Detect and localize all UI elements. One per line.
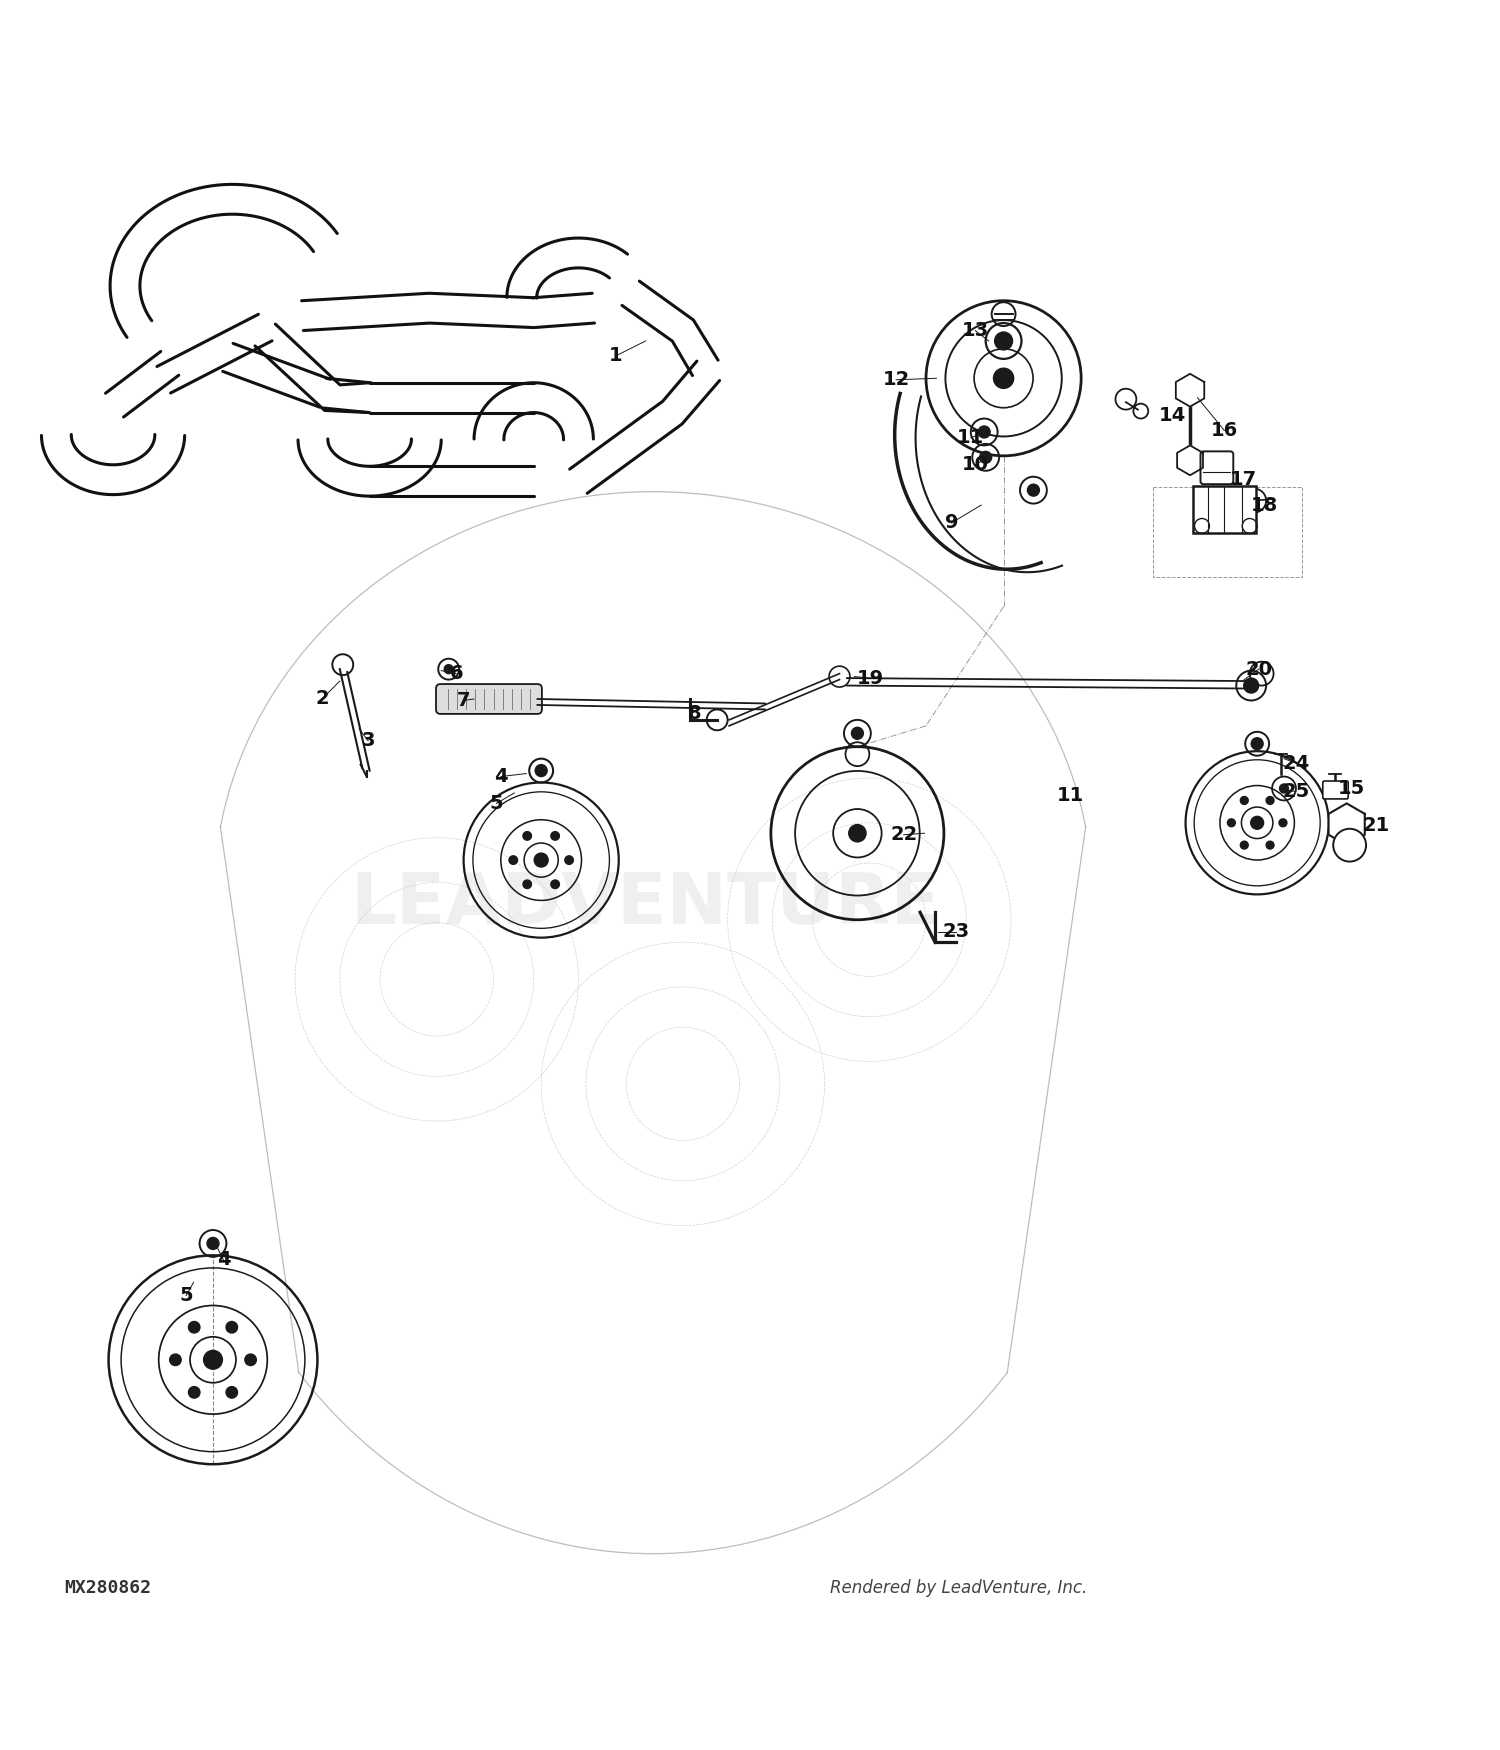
Polygon shape [1329, 803, 1365, 845]
Text: 4: 4 [494, 766, 507, 786]
Circle shape [1240, 796, 1248, 805]
Text: 18: 18 [1251, 495, 1278, 514]
Circle shape [536, 765, 548, 777]
Text: 16: 16 [1210, 422, 1237, 439]
Text: 13: 13 [962, 320, 988, 340]
Circle shape [226, 1386, 237, 1398]
Circle shape [534, 852, 548, 866]
Text: 25: 25 [1282, 782, 1310, 802]
FancyBboxPatch shape [1200, 452, 1233, 485]
Circle shape [524, 831, 531, 840]
Text: LEADVENTURE: LEADVENTURE [351, 870, 940, 940]
Text: 1: 1 [609, 346, 622, 366]
Circle shape [1244, 677, 1258, 693]
Circle shape [1251, 816, 1263, 829]
Circle shape [1266, 842, 1274, 849]
Circle shape [566, 856, 573, 864]
Circle shape [1251, 738, 1263, 749]
Text: 5: 5 [180, 1286, 194, 1306]
Circle shape [189, 1321, 200, 1334]
Circle shape [444, 665, 453, 674]
Text: 9: 9 [945, 513, 958, 532]
Circle shape [980, 452, 992, 464]
Text: Rendered by LeadVenture, Inc.: Rendered by LeadVenture, Inc. [830, 1578, 1088, 1598]
Circle shape [524, 880, 531, 889]
Text: 24: 24 [1282, 754, 1310, 774]
Text: 23: 23 [942, 922, 969, 942]
Text: 2: 2 [315, 690, 328, 709]
Text: 11: 11 [957, 429, 984, 448]
Text: 22: 22 [890, 826, 918, 844]
Text: 20: 20 [1245, 660, 1272, 679]
Circle shape [849, 824, 865, 842]
Circle shape [170, 1354, 182, 1365]
Circle shape [1280, 784, 1288, 793]
Circle shape [852, 728, 864, 738]
Text: 14: 14 [1158, 406, 1186, 425]
Text: 12: 12 [882, 371, 910, 388]
Text: MX280862: MX280862 [64, 1578, 152, 1598]
Circle shape [1028, 485, 1039, 495]
Circle shape [1266, 796, 1274, 805]
Text: 4: 4 [216, 1250, 231, 1269]
Circle shape [993, 368, 1014, 388]
Circle shape [244, 1354, 256, 1365]
Circle shape [207, 1237, 219, 1250]
Text: 8: 8 [688, 705, 702, 723]
Text: 5: 5 [489, 794, 502, 814]
Polygon shape [1178, 446, 1203, 476]
Circle shape [226, 1321, 237, 1334]
Circle shape [1334, 830, 1366, 861]
Circle shape [509, 856, 518, 864]
Circle shape [1227, 819, 1236, 826]
Text: 3: 3 [362, 732, 375, 751]
Text: 6: 6 [450, 663, 464, 682]
Circle shape [1280, 819, 1287, 826]
Text: 11: 11 [1058, 786, 1084, 805]
Circle shape [189, 1386, 200, 1398]
Text: 15: 15 [1338, 779, 1365, 798]
FancyBboxPatch shape [436, 684, 542, 714]
Text: 7: 7 [458, 691, 471, 710]
Circle shape [978, 425, 990, 438]
Circle shape [204, 1351, 222, 1368]
Circle shape [550, 880, 560, 889]
Circle shape [1240, 842, 1248, 849]
Circle shape [994, 332, 1012, 350]
FancyBboxPatch shape [1192, 487, 1256, 534]
Text: 21: 21 [1364, 816, 1390, 835]
Text: 19: 19 [858, 668, 885, 688]
Circle shape [550, 831, 560, 840]
Text: 10: 10 [962, 455, 988, 474]
Text: 17: 17 [1230, 471, 1257, 490]
Polygon shape [1176, 374, 1204, 406]
FancyBboxPatch shape [1323, 780, 1348, 800]
